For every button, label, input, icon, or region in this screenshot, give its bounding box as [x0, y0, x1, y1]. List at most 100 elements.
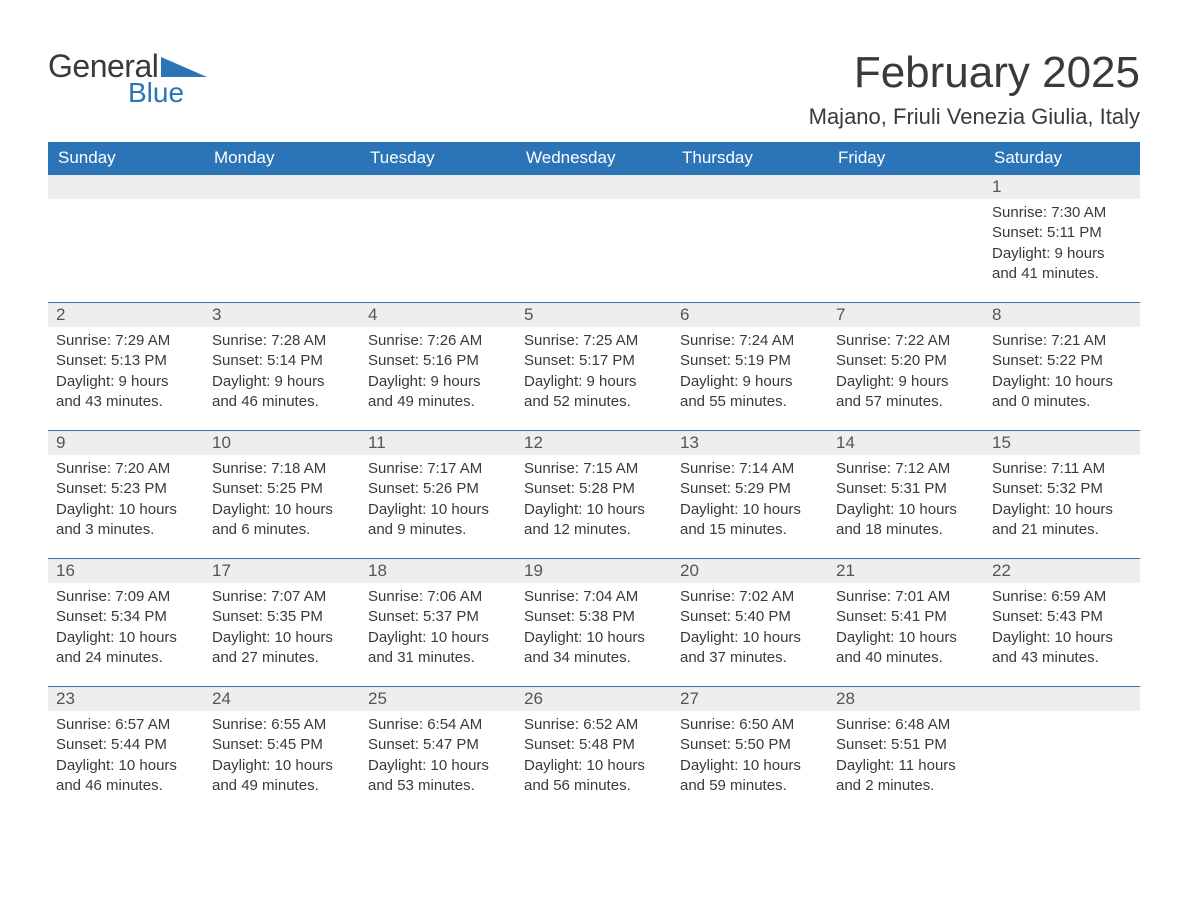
sunset-line: Sunset: 5:47 PM [368, 735, 508, 755]
sunset-line: Sunset: 5:32 PM [992, 479, 1132, 499]
calendar-cell: 23 Sunrise: 6:57 AMSunset: 5:44 PMDayligh… [48, 686, 204, 814]
day-details: Sunrise: 7:11 AMSunset: 5:32 PMDaylight:… [984, 459, 1140, 540]
calendar-cell [828, 174, 984, 302]
calendar-cell: 21 Sunrise: 7:01 AMSunset: 5:41 PMDayligh… [828, 558, 984, 686]
calendar-cell: 8Sunrise: 7:21 AMSunset: 5:22 PMDaylight… [984, 302, 1140, 430]
calendar-cell: 12Sunrise: 7:15 AMSunset: 5:28 PMDayligh… [516, 430, 672, 558]
sunrise-line: Sunrise: 7:01 AM [836, 587, 976, 607]
calendar-cell: 9 Sunrise: 7:20 AMSunset: 5:23 PMDaylight… [48, 430, 204, 558]
daylight-line: Daylight: 10 hours and 31 minutes. [368, 628, 508, 669]
day-details: Sunrise: 6:52 AMSunset: 5:48 PMDaylight:… [516, 715, 672, 796]
weekday-header: Wednesday [516, 142, 672, 174]
weekday-header: Sunday [48, 142, 204, 174]
sunset-line: Sunset: 5:50 PM [680, 735, 820, 755]
calendar-week-row: 9 Sunrise: 7:20 AMSunset: 5:23 PMDaylight… [48, 430, 1140, 558]
daylight-line: Daylight: 10 hours and 37 minutes. [680, 628, 820, 669]
daylight-line: Daylight: 10 hours and 34 minutes. [524, 628, 664, 669]
calendar-cell: 15Sunrise: 7:11 AMSunset: 5:32 PMDayligh… [984, 430, 1140, 558]
day-details: Sunrise: 6:54 AMSunset: 5:47 PMDaylight:… [360, 715, 516, 796]
calendar-week-row: 23Sunrise: 6:57 AMSunset: 5:44 PMDayligh… [48, 686, 1140, 814]
daylight-line: Daylight: 10 hours and 24 minutes. [56, 628, 196, 669]
daylight-line: Daylight: 10 hours and 12 minutes. [524, 500, 664, 541]
day-number: 10 [204, 430, 360, 455]
daylight-line: Daylight: 10 hours and 46 minutes. [56, 756, 196, 797]
sunrise-line: Sunrise: 6:57 AM [56, 715, 196, 735]
daylight-line: Daylight: 9 hours and 46 minutes. [212, 372, 352, 413]
calendar-cell [516, 174, 672, 302]
sunset-line: Sunset: 5:19 PM [680, 351, 820, 371]
sunrise-line: Sunrise: 7:07 AM [212, 587, 352, 607]
calendar-cell [360, 174, 516, 302]
sunset-line: Sunset: 5:45 PM [212, 735, 352, 755]
day-number: 13 [672, 430, 828, 455]
calendar-cell: 16Sunrise: 7:09 AMSunset: 5:34 PMDayligh… [48, 558, 204, 686]
day-number-empty [204, 174, 360, 199]
calendar-cell: 13Sunrise: 7:14 AMSunset: 5:29 PMDayligh… [672, 430, 828, 558]
month-title: February 2025 [809, 48, 1140, 98]
sunset-line: Sunset: 5:43 PM [992, 607, 1132, 627]
day-number: 25 [360, 686, 516, 711]
daylight-line: Daylight: 10 hours and 56 minutes. [524, 756, 664, 797]
daylight-line: Daylight: 10 hours and 6 minutes. [212, 500, 352, 541]
sunrise-line: Sunrise: 7:22 AM [836, 331, 976, 351]
day-details: Sunrise: 7:26 AMSunset: 5:16 PMDaylight:… [360, 331, 516, 412]
daylight-line: Daylight: 10 hours and 40 minutes. [836, 628, 976, 669]
sunset-line: Sunset: 5:31 PM [836, 479, 976, 499]
sunset-line: Sunset: 5:41 PM [836, 607, 976, 627]
day-details: Sunrise: 7:20 AMSunset: 5:23 PMDaylight:… [48, 459, 204, 540]
sunset-line: Sunset: 5:23 PM [56, 479, 196, 499]
weekday-header-row: Sunday Monday Tuesday Wednesday Thursday… [48, 142, 1140, 174]
sunset-line: Sunset: 5:40 PM [680, 607, 820, 627]
day-details: Sunrise: 7:01 AMSunset: 5:41 PMDaylight:… [828, 587, 984, 668]
sunset-line: Sunset: 5:44 PM [56, 735, 196, 755]
sunset-line: Sunset: 5:48 PM [524, 735, 664, 755]
day-details: Sunrise: 7:04 AMSunset: 5:38 PMDaylight:… [516, 587, 672, 668]
daylight-line: Daylight: 10 hours and 53 minutes. [368, 756, 508, 797]
sunset-line: Sunset: 5:29 PM [680, 479, 820, 499]
day-number: 23 [48, 686, 204, 711]
day-details: Sunrise: 7:09 AMSunset: 5:34 PMDaylight:… [48, 587, 204, 668]
sunrise-line: Sunrise: 7:09 AM [56, 587, 196, 607]
logo: General Blue [48, 48, 207, 109]
day-details: Sunrise: 6:48 AMSunset: 5:51 PMDaylight:… [828, 715, 984, 796]
daylight-line: Daylight: 9 hours and 57 minutes. [836, 372, 976, 413]
calendar-cell: 26Sunrise: 6:52 AMSunset: 5:48 PMDayligh… [516, 686, 672, 814]
day-number: 2 [48, 302, 204, 327]
sunrise-line: Sunrise: 7:29 AM [56, 331, 196, 351]
day-details: Sunrise: 7:15 AMSunset: 5:28 PMDaylight:… [516, 459, 672, 540]
calendar-cell: 5Sunrise: 7:25 AMSunset: 5:17 PMDaylight… [516, 302, 672, 430]
calendar-cell [672, 174, 828, 302]
calendar-cell: 20Sunrise: 7:02 AMSunset: 5:40 PMDayligh… [672, 558, 828, 686]
daylight-line: Daylight: 10 hours and 43 minutes. [992, 628, 1132, 669]
day-details: Sunrise: 7:21 AMSunset: 5:22 PMDaylight:… [984, 331, 1140, 412]
day-number-empty [48, 174, 204, 199]
day-number: 6 [672, 302, 828, 327]
calendar-week-row: 16Sunrise: 7:09 AMSunset: 5:34 PMDayligh… [48, 558, 1140, 686]
day-number: 21 [828, 558, 984, 583]
weekday-header: Tuesday [360, 142, 516, 174]
day-number: 4 [360, 302, 516, 327]
weekday-header: Friday [828, 142, 984, 174]
day-details: Sunrise: 7:28 AMSunset: 5:14 PMDaylight:… [204, 331, 360, 412]
calendar-cell: 17Sunrise: 7:07 AMSunset: 5:35 PMDayligh… [204, 558, 360, 686]
daylight-line: Daylight: 10 hours and 27 minutes. [212, 628, 352, 669]
calendar-cell [984, 686, 1140, 814]
day-number: 18 [360, 558, 516, 583]
calendar-cell [48, 174, 204, 302]
sunrise-line: Sunrise: 7:02 AM [680, 587, 820, 607]
day-details: Sunrise: 7:18 AMSunset: 5:25 PMDaylight:… [204, 459, 360, 540]
day-details: Sunrise: 6:55 AMSunset: 5:45 PMDaylight:… [204, 715, 360, 796]
daylight-line: Daylight: 10 hours and 3 minutes. [56, 500, 196, 541]
daylight-line: Daylight: 10 hours and 21 minutes. [992, 500, 1132, 541]
calendar-cell [204, 174, 360, 302]
day-number: 28 [828, 686, 984, 711]
calendar-cell: 18Sunrise: 7:06 AMSunset: 5:37 PMDayligh… [360, 558, 516, 686]
sunrise-line: Sunrise: 6:59 AM [992, 587, 1132, 607]
sunrise-line: Sunrise: 7:30 AM [992, 203, 1132, 223]
sunset-line: Sunset: 5:51 PM [836, 735, 976, 755]
day-details: Sunrise: 7:07 AMSunset: 5:35 PMDaylight:… [204, 587, 360, 668]
day-number-empty [360, 174, 516, 199]
day-number: 9 [48, 430, 204, 455]
sunset-line: Sunset: 5:38 PM [524, 607, 664, 627]
day-details: Sunrise: 7:12 AMSunset: 5:31 PMDaylight:… [828, 459, 984, 540]
